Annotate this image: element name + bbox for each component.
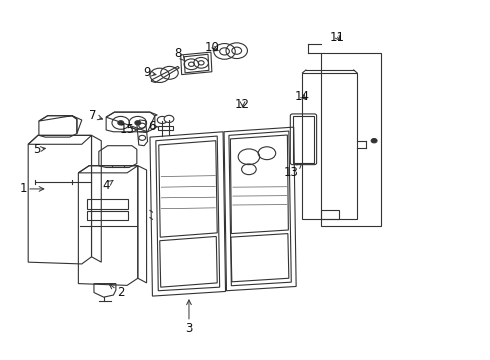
Text: 7: 7 (89, 109, 102, 122)
Circle shape (157, 116, 167, 123)
Text: 11: 11 (330, 31, 345, 44)
Circle shape (371, 139, 377, 143)
Circle shape (164, 115, 174, 122)
Text: 4: 4 (102, 179, 113, 192)
Circle shape (118, 121, 123, 125)
Text: 3: 3 (185, 300, 193, 335)
Text: 6: 6 (147, 120, 158, 133)
Text: 5: 5 (33, 143, 45, 156)
Bar (87, 199, 128, 208)
Text: 8: 8 (174, 47, 185, 60)
Text: 12: 12 (235, 99, 250, 112)
Text: 14: 14 (295, 90, 310, 103)
Text: 2: 2 (109, 284, 124, 299)
Text: 10: 10 (204, 41, 220, 54)
Text: 9: 9 (143, 66, 156, 79)
Text: 15: 15 (120, 123, 137, 136)
Text: 13: 13 (284, 163, 302, 179)
Text: 1: 1 (20, 183, 44, 195)
Bar (87, 211, 128, 220)
Circle shape (135, 121, 141, 125)
